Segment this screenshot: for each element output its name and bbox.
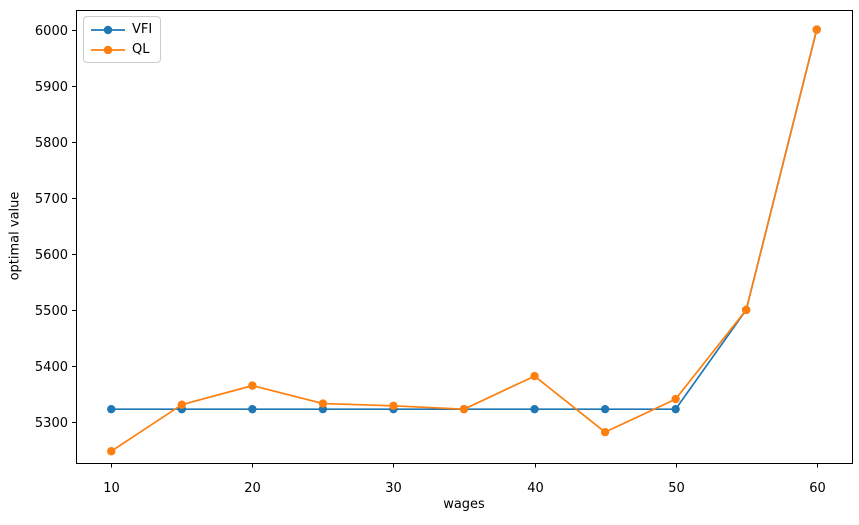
y-tick-label: 5800 xyxy=(35,136,68,151)
data-point-ql xyxy=(107,447,116,456)
data-point-vfi xyxy=(671,404,680,414)
data-point-vfi xyxy=(107,404,116,414)
x-tick-label: 50 xyxy=(668,481,685,496)
y-tick-label: 5900 xyxy=(35,80,68,95)
legend-entry-vfi: VFI xyxy=(91,20,152,39)
data-point-ql xyxy=(671,394,680,404)
y-tick-label: 5400 xyxy=(35,360,68,375)
data-point-ql xyxy=(812,25,821,34)
x-tick-label: 40 xyxy=(527,481,544,496)
x-axis-label: wages xyxy=(443,497,485,512)
y-tick-label: 6000 xyxy=(35,24,68,39)
legend: VFI QL xyxy=(83,16,162,63)
y-tick-label: 5700 xyxy=(35,192,68,207)
data-point-ql xyxy=(177,400,187,409)
legend-line-sample-vfi xyxy=(91,25,125,34)
x-tick-label: 60 xyxy=(809,481,826,496)
x-tick-label: 30 xyxy=(385,481,402,496)
x-tick-label: 20 xyxy=(244,481,261,496)
data-point-vfi xyxy=(248,404,257,414)
data-point-ql xyxy=(600,427,610,437)
data-point-ql xyxy=(248,381,257,390)
y-tick-label: 5300 xyxy=(35,416,68,431)
legend-label-vfi: VFI xyxy=(132,22,153,37)
legend-entry-ql: QL xyxy=(91,40,152,59)
data-point-ql xyxy=(530,371,539,381)
data-point-ql xyxy=(459,404,469,414)
y-axis-label: optimal value xyxy=(7,191,23,281)
data-point-ql xyxy=(318,399,328,408)
data-point-ql xyxy=(741,305,751,315)
legend-label-ql: QL xyxy=(132,42,150,57)
plot-area xyxy=(76,10,853,464)
legend-marker-icon-vfi xyxy=(103,25,113,34)
data-point-vfi xyxy=(600,404,610,414)
y-tick-label: 5500 xyxy=(35,304,68,319)
x-tick-label: 10 xyxy=(103,481,120,496)
y-tick-label: 5600 xyxy=(35,248,68,263)
data-point-ql xyxy=(389,401,398,411)
data-point-vfi xyxy=(530,404,539,414)
legend-marker-icon-ql xyxy=(103,45,113,54)
legend-line-sample-ql xyxy=(91,45,125,54)
